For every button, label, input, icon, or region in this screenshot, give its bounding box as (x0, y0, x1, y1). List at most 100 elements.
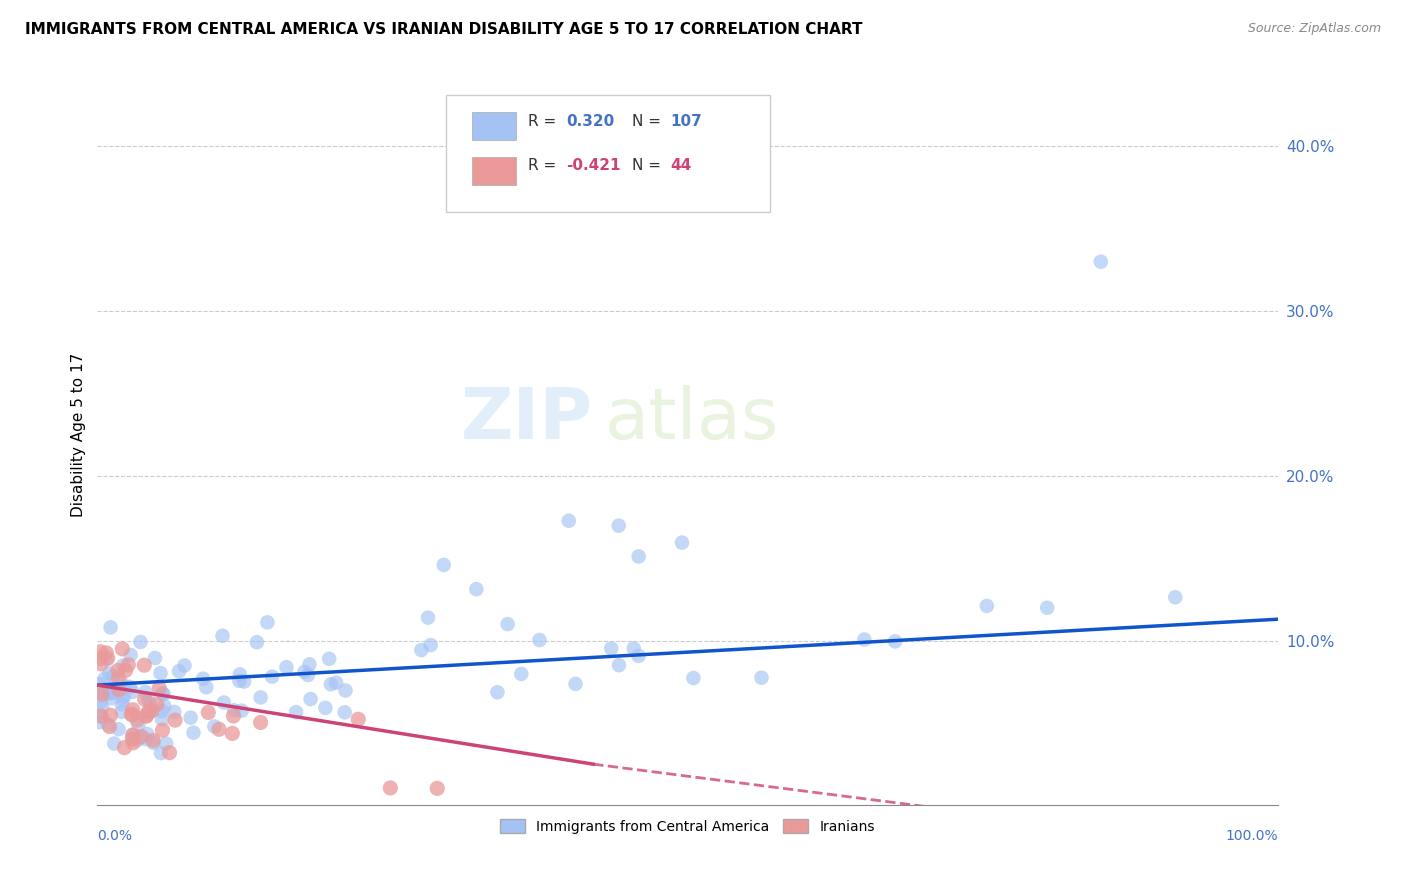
Point (299, 692, 322, 706)
Point (141, 704, 163, 718)
Point (91, 699, 114, 714)
Text: 44: 44 (669, 158, 692, 173)
Point (101, 691, 124, 706)
Text: Source: ZipAtlas.com: Source: ZipAtlas.com (1247, 22, 1381, 36)
Point (411, 643, 433, 657)
Point (163, 705, 186, 719)
Point (853, 632, 876, 647)
Point (138, 692, 160, 706)
Point (318, 652, 340, 666)
Point (152, 723, 174, 738)
Point (229, 667, 252, 681)
Text: N =: N = (633, 158, 666, 173)
Text: 0.320: 0.320 (567, 113, 614, 128)
Text: 0.0%: 0.0% (97, 829, 132, 843)
Point (191, 672, 214, 686)
Point (142, 733, 165, 747)
Point (884, 634, 907, 648)
Point (90, 687, 112, 701)
Point (751, 671, 773, 685)
Point (419, 638, 441, 652)
Point (335, 683, 357, 698)
Y-axis label: Disability Age 5 to 17: Disability Age 5 to 17 (72, 352, 86, 516)
Point (221, 726, 243, 740)
Point (112, 658, 135, 673)
Point (112, 740, 135, 755)
Point (112, 690, 135, 704)
Point (101, 685, 124, 699)
Point (211, 629, 233, 643)
Point (100, 685, 122, 699)
Point (135, 709, 157, 723)
Point (121, 684, 143, 698)
Point (510, 667, 533, 681)
Point (627, 549, 650, 564)
Point (111, 677, 134, 691)
Point (319, 677, 342, 691)
Point (139, 697, 162, 711)
Point (97, 717, 120, 731)
Point (107, 664, 129, 678)
Point (97, 651, 120, 665)
Point (136, 727, 159, 741)
Point (180, 711, 202, 725)
Point (98, 683, 121, 698)
Point (150, 704, 173, 718)
Point (314, 701, 336, 715)
Point (101, 669, 124, 683)
Point (138, 705, 160, 719)
Point (486, 685, 509, 699)
Point (118, 680, 141, 694)
Point (90, 657, 112, 671)
Point (111, 705, 134, 719)
Point (600, 641, 623, 656)
Point (249, 690, 271, 705)
Point (96, 652, 118, 666)
Point (682, 671, 704, 685)
Point (233, 674, 256, 689)
Point (195, 680, 218, 694)
Point (249, 715, 271, 730)
Point (347, 712, 370, 726)
Point (96, 646, 118, 660)
Point (117, 657, 139, 672)
Point (1036, 600, 1059, 615)
Point (496, 617, 519, 632)
Text: R =: R = (529, 113, 561, 128)
Point (121, 728, 143, 742)
Point (152, 686, 174, 700)
Point (222, 709, 245, 723)
Point (146, 698, 169, 712)
Point (100, 708, 122, 723)
Point (107, 722, 129, 736)
Text: N =: N = (633, 113, 666, 128)
Point (297, 668, 319, 682)
Point (103, 737, 125, 751)
Point (112, 692, 135, 706)
Point (465, 582, 488, 597)
Point (167, 665, 190, 679)
Point (607, 658, 630, 673)
Point (142, 736, 165, 750)
Point (380, 780, 402, 795)
Point (90, 710, 112, 724)
Point (433, 558, 456, 572)
Point (416, 610, 439, 624)
Point (224, 703, 246, 717)
Point (127, 733, 149, 747)
Point (325, 675, 347, 690)
Text: R =: R = (529, 158, 561, 173)
Point (94, 687, 117, 701)
Point (183, 725, 205, 739)
Point (285, 705, 308, 719)
Point (558, 514, 581, 528)
Point (114, 664, 136, 678)
Point (153, 699, 176, 714)
Point (89, 651, 111, 665)
Point (122, 728, 145, 742)
Point (262, 670, 284, 684)
Point (100, 684, 122, 698)
Point (148, 681, 170, 695)
Point (135, 732, 157, 747)
Point (256, 615, 278, 630)
